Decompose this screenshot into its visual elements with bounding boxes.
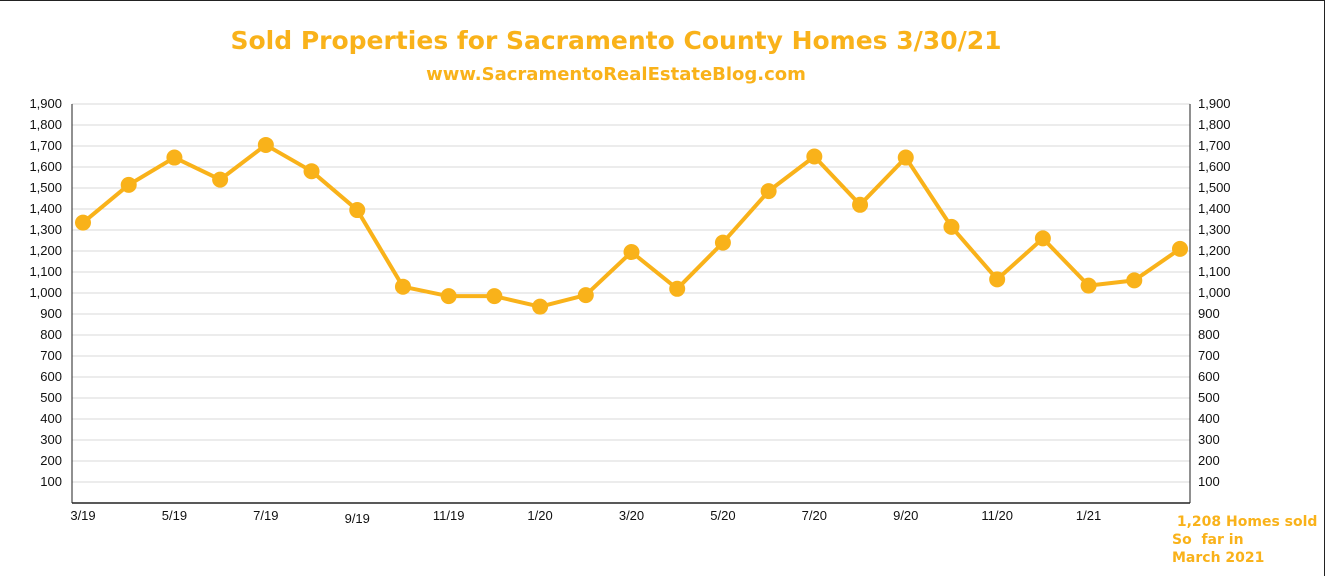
x-tick-label: 5/19 [162,508,187,523]
grid-lines [72,103,1190,483]
y-tick-label-right: 1,200 [1198,243,1231,258]
y-tick-label-left: 300 [40,432,62,447]
y-tick-label-left: 1,700 [29,138,62,153]
x-tick-label: 9/19 [345,511,370,526]
data-point [166,149,183,166]
data-point [1172,240,1188,257]
data-point [486,288,503,305]
y-tick-label-left: 700 [40,348,62,363]
y-tick-label-right: 1,900 [1198,96,1231,111]
data-point [852,196,869,213]
y-tick-label-right: 1,800 [1198,117,1231,132]
data-point [303,163,320,180]
y-tick-label-right: 100 [1198,474,1220,489]
axes [71,104,1191,504]
x-tick-label: 3/20 [619,508,644,523]
y-tick-label-left: 800 [40,327,62,342]
chart-title: Sold Properties for Sacramento County Ho… [230,26,1002,55]
x-tick-label: 1/21 [1076,508,1101,523]
y-tick-label-right: 700 [1198,348,1220,363]
y-tick-label-left: 900 [40,306,62,321]
x-tick-label: 5/20 [710,508,735,523]
note-line-1: 1,208 Homes sold [1172,514,1318,530]
chart-subtitle: www.SacramentoRealEstateBlog.com [426,64,806,85]
y-tick-label-left: 1,200 [29,243,62,258]
data-point [943,218,960,235]
data-point [1126,272,1143,289]
y-tick-label-left: 600 [40,369,62,384]
data-point [669,280,686,297]
y-tick-label-right: 1,700 [1198,138,1231,153]
data-point [75,214,91,231]
y-tick-label-right: 1,100 [1198,264,1231,279]
data-point [714,234,731,251]
y-tick-label-right: 300 [1198,432,1220,447]
data-point [532,298,549,315]
y-tick-label-left: 1,300 [29,222,62,237]
x-tick-label: 11/19 [433,508,465,523]
x-tick-label: 7/20 [802,508,827,523]
y-tick-label-left: 1,900 [29,96,62,111]
note-line-2: So far in [1172,532,1244,548]
data-point [1034,230,1051,247]
series-points [75,136,1188,315]
y-tick-label-left: 500 [40,390,62,405]
data-point [440,288,457,305]
y-tick-label-right: 500 [1198,390,1220,405]
y-tick-label-right: 1,300 [1198,222,1231,237]
y-tick-label-left: 1,400 [29,201,62,216]
data-point [212,171,229,188]
data-point [120,176,137,193]
y-tick-label-right: 1,400 [1198,201,1231,216]
y-tick-label-left: 1,100 [29,264,62,279]
y-tick-label-left: 1,500 [29,180,62,195]
x-tick-label: 1/20 [527,508,552,523]
x-axis-ticks: 3/19 5/19 7/19 9/19 11/19 1/20 3/20 5/20 7/20 9/2… [70,508,1101,526]
data-point [623,244,640,261]
y-tick-label-left: 400 [40,411,62,426]
data-point [349,202,366,219]
y-axis-right-ticks: 100 200 300 400 500 600 700 800 900 1,000 1,100 1,2… [1198,96,1231,489]
y-tick-label-left: 1,000 [29,285,62,300]
data-point [1080,277,1097,294]
y-tick-label-right: 1,600 [1198,159,1231,174]
y-tick-label-left: 200 [40,453,62,468]
y-tick-label-left: 100 [40,474,62,489]
y-tick-label-right: 200 [1198,453,1220,468]
y-tick-label-right: 900 [1198,306,1220,321]
x-tick-label: 3/19 [70,508,95,523]
data-point [577,287,594,304]
data-point [989,271,1006,288]
x-tick-label: 11/20 [981,508,1013,523]
data-point [760,183,777,200]
y-tick-label-right: 800 [1198,327,1220,342]
y-tick-label-right: 400 [1198,411,1220,426]
data-point [394,278,411,295]
y-tick-label-right: 1,000 [1198,285,1231,300]
note-line-3: March 2021 [1172,550,1265,566]
x-tick-label: 9/20 [893,508,918,523]
y-tick-label-left: 1,600 [29,159,62,174]
data-point [806,148,823,165]
data-point [897,149,914,166]
y-tick-label-left: 1,800 [29,117,62,132]
y-tick-label-right: 600 [1198,369,1220,384]
y-tick-label-right: 1,500 [1198,180,1231,195]
homes-sold-note: 1,208 Homes sold So far in March 2021 [1172,513,1322,567]
x-tick-label: 7/19 [253,508,278,523]
data-point [257,136,274,153]
series-line [81,142,1182,309]
series-line-path [81,142,1182,309]
y-axis-left-ticks: 100 200 300 400 500 600 700 800 900 1,000 1,100 1,2… [29,96,62,489]
